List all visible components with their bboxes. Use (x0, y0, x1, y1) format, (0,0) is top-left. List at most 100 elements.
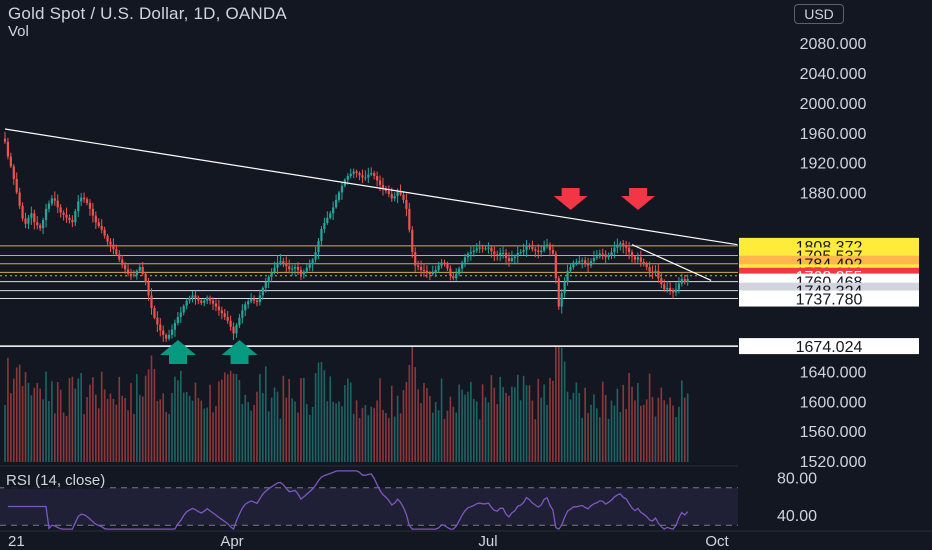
candle-body (317, 240, 320, 253)
volume-bar (68, 378, 71, 462)
volume-bar (385, 412, 387, 462)
volume-bar (100, 371, 103, 462)
candle-body (607, 255, 610, 258)
volume-bar (505, 392, 507, 462)
candle-body (481, 247, 484, 249)
candle-body (566, 270, 569, 282)
candle-body (112, 244, 115, 250)
candle-body (616, 244, 619, 248)
volume-bar (338, 401, 340, 462)
symbol-title[interactable]: Gold Spot / U.S. Dollar, 1D, OANDA (8, 4, 287, 23)
volume-bar (74, 388, 77, 462)
volume-bar (329, 376, 332, 462)
volume-bar (285, 397, 288, 462)
candle-body (671, 290, 675, 293)
candle-body (396, 191, 399, 197)
candle-body (305, 267, 308, 272)
volume-bar (657, 397, 660, 462)
candle-body (680, 278, 683, 284)
volume-bar (232, 373, 235, 462)
volume-bar (473, 398, 475, 462)
candle-body (6, 141, 10, 157)
volume-bar (601, 381, 604, 462)
candle-body (176, 317, 179, 323)
candle-body (250, 299, 253, 302)
candle-body (422, 270, 426, 272)
volume-bar (294, 401, 296, 462)
volume-bar (669, 397, 671, 462)
candle-body (376, 176, 379, 181)
candle-body (598, 253, 601, 257)
volume-bar (247, 402, 249, 462)
rsi-label[interactable]: RSI (14, close) (4, 472, 108, 489)
candle-body (463, 257, 467, 263)
candle-body (648, 267, 651, 272)
volume-bar (279, 418, 282, 462)
price-tick-label: 1640.000 (800, 364, 867, 381)
candle-body (94, 215, 97, 223)
candle-body (414, 252, 417, 266)
volume-bar (660, 387, 663, 462)
candle-body (475, 248, 478, 251)
volume-bar (215, 406, 217, 462)
candle-body (417, 265, 420, 268)
candle-body (604, 254, 607, 258)
volume-bar (590, 404, 592, 462)
candle-body (21, 205, 24, 219)
volume-bar (127, 410, 129, 462)
volume-bar (92, 376, 94, 462)
volume-bar (478, 419, 481, 462)
volume-bar (593, 394, 595, 462)
volume-bar (48, 401, 50, 462)
candle-body (367, 174, 370, 178)
candle-body (39, 225, 42, 229)
volume-bar (528, 385, 531, 462)
candle-body (346, 176, 349, 180)
volume-bar (121, 395, 123, 462)
currency-button[interactable]: USD (794, 4, 844, 24)
candle-body (226, 317, 229, 321)
volume-bar (314, 373, 317, 462)
volume-bar (552, 380, 554, 462)
candle-body (537, 250, 540, 253)
volume-bar (616, 388, 619, 462)
candle-body (449, 268, 452, 276)
candle-body (554, 253, 557, 279)
candle-body (326, 217, 329, 224)
price-tick-label: 1920.000 (800, 156, 867, 173)
volume-bar (399, 413, 402, 462)
volume-bar (159, 399, 162, 462)
candle-body (487, 247, 490, 249)
volume-label[interactable]: Vol (8, 23, 29, 40)
rsi-tick-label: 80.00 (777, 470, 817, 487)
candle-body (499, 252, 502, 256)
rsi-band (0, 487, 738, 526)
volume-bar (373, 407, 375, 462)
volume-bar (388, 418, 390, 462)
candle-body (74, 211, 77, 223)
volume-bar (411, 347, 414, 462)
volume-bar (305, 404, 308, 462)
volume-bar (203, 408, 206, 462)
time-tick-label: Oct (705, 533, 729, 550)
volume-bar (229, 370, 232, 462)
candle-body (279, 261, 282, 263)
candle-body (337, 192, 341, 200)
candle-body (270, 272, 273, 277)
volume-bar (613, 405, 616, 462)
candle-body (311, 259, 314, 265)
candle-body (258, 295, 262, 303)
volume-bar (452, 406, 455, 462)
price-tick-label: 1880.000 (800, 185, 867, 202)
volume-bar (420, 402, 422, 462)
volume-bar (21, 386, 24, 462)
volume-bar (563, 361, 566, 462)
volume-bar (347, 378, 349, 462)
candle-body (194, 295, 197, 298)
volume-bar (440, 378, 443, 462)
candle-body (30, 213, 33, 218)
candle-body (589, 261, 593, 266)
volume-bar (221, 379, 223, 462)
candle-body (141, 267, 144, 274)
